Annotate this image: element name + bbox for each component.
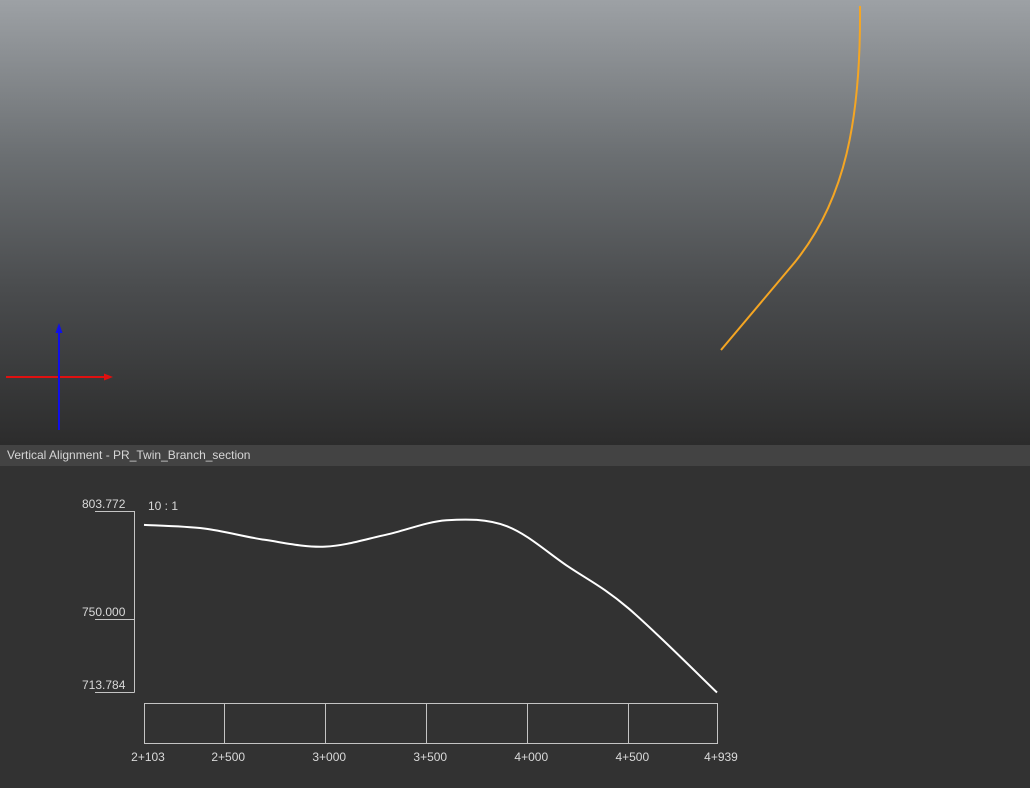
station-label: 3+500: [413, 750, 447, 764]
station-label: 2+103: [131, 750, 165, 764]
station-label: 4+939: [704, 750, 738, 764]
scale-label: 10 : 1: [148, 499, 178, 513]
x-axis-arrow-icon: [104, 373, 113, 381]
station-band: [144, 703, 718, 744]
station-label: 2+500: [211, 750, 245, 764]
station-label: 4+000: [514, 750, 548, 764]
elevation-label-top: 803.772: [82, 497, 126, 511]
panel-title-bar: Vertical Alignment - PR_Twin_Branch_sect…: [0, 445, 1030, 466]
3d-viewport[interactable]: [0, 0, 1030, 445]
y-axis-arrow-icon: [55, 323, 63, 333]
station-band-frame: [144, 703, 718, 744]
panel-title: Vertical Alignment - PR_Twin_Branch_sect…: [7, 448, 251, 462]
axis-triad: [6, 323, 113, 430]
vertical-alignment-panel[interactable]: 803.772 750.000 713.784 10 : 1 2+103 2+50…: [0, 466, 1030, 788]
elevation-axis: [95, 511, 135, 693]
station-label: 3+000: [312, 750, 346, 764]
elevation-label-mid: 750.000: [82, 605, 126, 619]
elevation-label-bottom: 713.784: [82, 678, 126, 692]
viewport-canvas: [6, 5, 862, 430]
station-label: 4+500: [615, 750, 649, 764]
profile-chart: 803.772 750.000 713.784 10 : 1 2+103 2+50…: [82, 497, 738, 764]
horizontal-alignment-curve[interactable]: [720, 5, 862, 351]
vertical-profile-line[interactable]: [143, 518, 718, 694]
station-labels: 2+103 2+500 3+000 3+500 4+000 4+500 4+939: [131, 750, 738, 764]
